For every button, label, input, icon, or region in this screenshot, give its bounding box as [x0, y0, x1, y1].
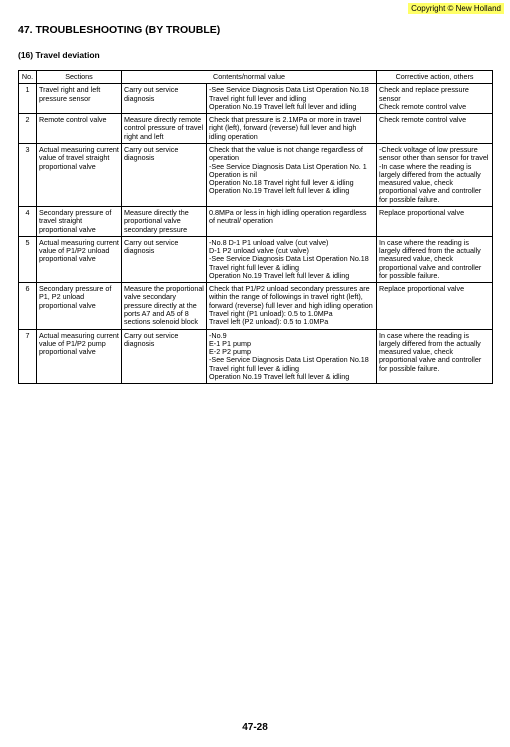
copyright-badge: Copyright © New Holland	[408, 3, 504, 14]
page: Copyright © New Holland 47. TROUBLESHOOT…	[0, 0, 510, 747]
col-sections: Sections	[37, 71, 122, 84]
cell-contents: Check that P1/P2 unload secondary pressu…	[207, 283, 377, 329]
cell-contents: 0.8MPa or less in high idling operation …	[207, 206, 377, 236]
cell-no: 5	[19, 236, 37, 282]
cell-corrective: Check and replace pressure sensor Check …	[377, 84, 493, 114]
cell-no: 6	[19, 283, 37, 329]
cell-corrective: Replace proportional valve	[377, 206, 493, 236]
cell-corrective: -Check voltage of low pressure sensor ot…	[377, 143, 493, 206]
cell-measure: Measure directly remote control pressure…	[122, 114, 207, 144]
table-row: 6Secondary pressure of P1, P2 unload pro…	[19, 283, 493, 329]
table-row: 4Secondary pressure of travel straight p…	[19, 206, 493, 236]
cell-contents: Check that the value is not change regar…	[207, 143, 377, 206]
cell-section: Secondary pressure of travel straight pr…	[37, 206, 122, 236]
cell-measure: Carry out service diagnosis	[122, 143, 207, 206]
table-row: 3Actual measuring current value of trave…	[19, 143, 493, 206]
cell-section: Actual measuring current value of P1/P2 …	[37, 329, 122, 384]
table-header-row: No. Sections Contents/normal value Corre…	[19, 71, 493, 84]
cell-measure: Measure directly the proportional valve …	[122, 206, 207, 236]
cell-no: 2	[19, 114, 37, 144]
cell-section: Secondary pressure of P1, P2 unload prop…	[37, 283, 122, 329]
cell-contents: -No.8 D-1 P1 unload valve (cut valve) D-…	[207, 236, 377, 282]
table-row: 5Actual measuring current value of P1/P2…	[19, 236, 493, 282]
cell-measure: Carry out service diagnosis	[122, 329, 207, 384]
cell-section: Remote control valve	[37, 114, 122, 144]
col-contents: Contents/normal value	[122, 71, 377, 84]
table-row: 1Travel right and left pressure sensorCa…	[19, 84, 493, 114]
section-subtitle: (16) Travel deviation	[18, 50, 492, 60]
cell-corrective: Replace proportional valve	[377, 283, 493, 329]
cell-measure: Measure the proportional valve secondary…	[122, 283, 207, 329]
cell-no: 1	[19, 84, 37, 114]
cell-section: Actual measuring current value of P1/P2 …	[37, 236, 122, 282]
col-corrective: Corrective action, others	[377, 71, 493, 84]
cell-no: 7	[19, 329, 37, 384]
cell-no: 3	[19, 143, 37, 206]
troubleshooting-table: No. Sections Contents/normal value Corre…	[18, 70, 493, 384]
cell-contents: -No.9 E-1 P1 pump E-2 P2 pump -See Servi…	[207, 329, 377, 384]
cell-measure: Carry out service diagnosis	[122, 84, 207, 114]
cell-no: 4	[19, 206, 37, 236]
cell-section: Actual measuring current value of travel…	[37, 143, 122, 206]
col-no: No.	[19, 71, 37, 84]
cell-contents: Check that pressure is 2.1MPa or more in…	[207, 114, 377, 144]
cell-corrective: In case where the reading is largely dif…	[377, 236, 493, 282]
table-row: 7Actual measuring current value of P1/P2…	[19, 329, 493, 384]
cell-section: Travel right and left pressure sensor	[37, 84, 122, 114]
table-row: 2Remote control valveMeasure directly re…	[19, 114, 493, 144]
page-title: 47. TROUBLESHOOTING (BY TROUBLE)	[18, 24, 492, 36]
cell-measure: Carry out service diagnosis	[122, 236, 207, 282]
cell-contents: -See Service Diagnosis Data List Operati…	[207, 84, 377, 114]
cell-corrective: Check remote control valve	[377, 114, 493, 144]
cell-corrective: In case where the reading is largely dif…	[377, 329, 493, 384]
page-number: 47-28	[0, 722, 510, 733]
